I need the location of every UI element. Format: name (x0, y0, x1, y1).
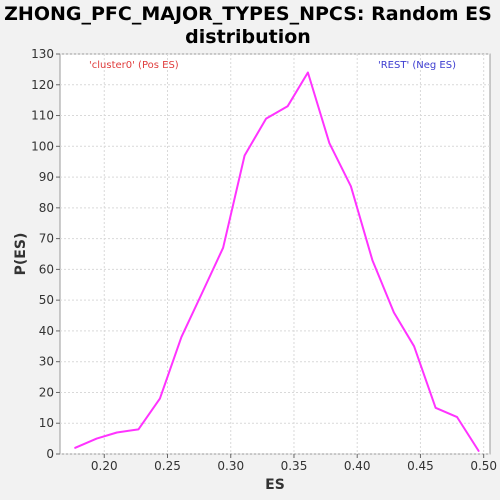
y-tick-label: 50 (39, 293, 54, 307)
y-tick-label: 70 (39, 232, 54, 246)
chart-title-line-1: ZHONG_PFC_MAJOR_TYPES_NPCS: Random ES (4, 3, 492, 25)
y-tick-label: 100 (31, 139, 54, 153)
legend-pos-es: 'cluster0' (Pos ES) (89, 60, 179, 71)
chart-title-line-2: distribution (185, 26, 311, 48)
y-tick-label: 60 (39, 262, 54, 276)
x-tick-label: 0.50 (470, 459, 497, 473)
y-tick-label: 110 (31, 109, 54, 123)
x-axis-ticks: 0.20 0.25 0.30 0.35 0.40 0.45 0.50 (91, 454, 497, 473)
x-tick-label: 0.45 (407, 459, 434, 473)
x-tick-label: 0.35 (281, 459, 308, 473)
x-tick-label: 0.20 (91, 459, 118, 473)
x-tick-label: 0.40 (344, 459, 371, 473)
y-tick-label: 80 (39, 201, 54, 215)
x-axis-label: ES (265, 477, 285, 493)
x-tick-label: 0.30 (217, 459, 244, 473)
y-tick-label: 10 (39, 416, 54, 430)
y-axis-label: P(ES) (13, 233, 29, 276)
y-tick-label: 90 (39, 170, 54, 184)
series-line (74, 71, 480, 452)
series-group (74, 71, 480, 452)
y-tick-label: 20 (39, 385, 54, 399)
y-tick-label: 120 (31, 78, 54, 92)
y-tick-label: 0 (46, 447, 54, 461)
plot-area (59, 53, 491, 455)
y-axis-ticks: 0 10 20 30 40 50 60 70 80 90 100 110 120 130 (31, 47, 60, 461)
y-tick-label: 40 (39, 324, 54, 338)
y-tick-label: 130 (31, 47, 54, 61)
grid (60, 53, 490, 455)
x-tick-label: 0.25 (154, 459, 181, 473)
legend-neg-es: 'REST' (Neg ES) (378, 60, 456, 71)
y-tick-label: 30 (39, 355, 54, 369)
